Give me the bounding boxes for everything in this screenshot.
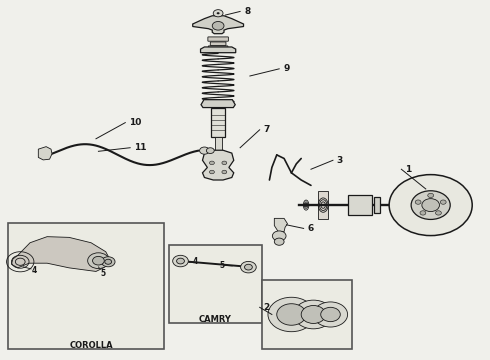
Text: 6: 6 (308, 224, 314, 233)
Polygon shape (193, 16, 244, 34)
Circle shape (101, 257, 115, 267)
Circle shape (301, 306, 326, 323)
Circle shape (222, 161, 227, 165)
Polygon shape (201, 100, 235, 108)
Text: 3: 3 (337, 156, 343, 165)
Text: 2: 2 (264, 303, 270, 312)
Bar (211, 108, 225, 137)
Polygon shape (38, 147, 52, 160)
Circle shape (206, 148, 214, 153)
Circle shape (321, 307, 340, 321)
Text: 11: 11 (134, 143, 147, 152)
FancyBboxPatch shape (208, 46, 228, 51)
Circle shape (93, 256, 104, 265)
Circle shape (213, 10, 223, 17)
Circle shape (274, 238, 284, 245)
Circle shape (209, 161, 214, 165)
Text: 4: 4 (193, 257, 198, 266)
Circle shape (217, 12, 220, 14)
Polygon shape (11, 237, 111, 271)
Bar (318, 191, 328, 220)
Text: 5: 5 (219, 261, 224, 270)
Text: 9: 9 (283, 64, 290, 73)
Bar (347, 195, 372, 215)
Bar (169, 244, 262, 323)
Text: 7: 7 (264, 125, 270, 134)
Text: 4: 4 (31, 266, 37, 275)
Text: 1: 1 (405, 165, 412, 174)
Circle shape (294, 300, 333, 329)
Circle shape (411, 191, 450, 220)
Circle shape (422, 199, 440, 212)
Circle shape (222, 170, 227, 174)
Circle shape (314, 302, 347, 327)
Circle shape (389, 175, 472, 235)
Polygon shape (200, 47, 236, 53)
Bar (215, 137, 221, 158)
Circle shape (199, 147, 209, 154)
Text: 10: 10 (129, 118, 142, 127)
Text: 5: 5 (101, 269, 106, 278)
Circle shape (105, 259, 112, 264)
FancyBboxPatch shape (210, 42, 226, 45)
FancyBboxPatch shape (208, 37, 228, 41)
Text: COROLLA: COROLLA (69, 341, 113, 350)
Circle shape (172, 255, 188, 267)
Circle shape (176, 258, 184, 264)
Polygon shape (202, 150, 234, 180)
Circle shape (245, 264, 252, 270)
Circle shape (428, 193, 434, 198)
Circle shape (436, 211, 441, 215)
Circle shape (241, 261, 256, 273)
Circle shape (209, 170, 214, 174)
Bar (8, 223, 164, 348)
Circle shape (420, 211, 426, 215)
Circle shape (88, 253, 109, 269)
Bar (262, 280, 352, 348)
Bar (374, 197, 380, 213)
Polygon shape (274, 219, 288, 231)
Circle shape (441, 200, 446, 204)
Circle shape (415, 200, 421, 204)
Circle shape (272, 231, 286, 241)
Text: 8: 8 (244, 7, 250, 16)
Text: CAMRY: CAMRY (198, 315, 231, 324)
Circle shape (268, 297, 315, 332)
Circle shape (277, 304, 306, 325)
Circle shape (212, 22, 224, 30)
